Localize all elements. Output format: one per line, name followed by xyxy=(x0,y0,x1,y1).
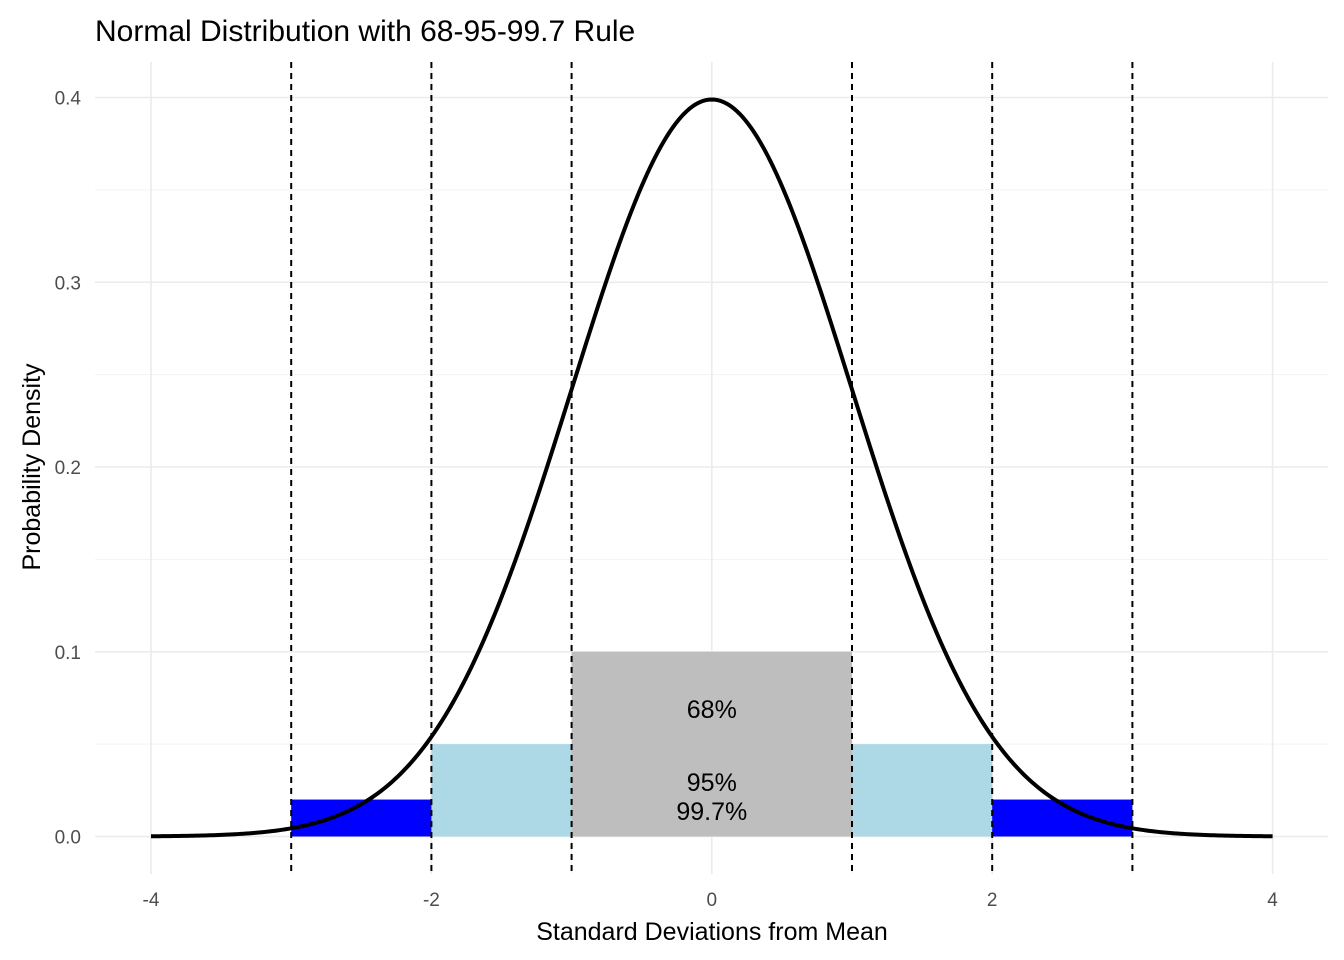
y-tick-label: 0.0 xyxy=(55,828,81,849)
x-tick-label: -2 xyxy=(423,890,440,911)
band-label: 99.7% xyxy=(676,798,747,826)
band-68 xyxy=(571,651,852,837)
density-curve xyxy=(150,97,1273,839)
y-tick-label: 0.2 xyxy=(55,458,81,479)
y-tick-label: 0.1 xyxy=(55,643,81,664)
x-tick-label: 4 xyxy=(1267,890,1278,911)
x-tick-label: -4 xyxy=(143,890,160,911)
x-tick-label: 0 xyxy=(707,890,718,911)
x-tick-label: 2 xyxy=(987,890,998,911)
band-labels: 99.7%95% 68% xyxy=(676,696,747,826)
band-label: 68% xyxy=(687,696,737,724)
density-curve-group xyxy=(150,97,1273,839)
band-label: 95% xyxy=(687,769,737,797)
y-tick-label: 0.4 xyxy=(55,89,82,110)
ticks: -4 -2 0 2 4 0.0 0.1 0.2 0.3 0.4 xyxy=(55,89,1279,912)
y-axis-title: Probability Density xyxy=(18,363,46,571)
chart-title: Normal Distribution with 68-95-99.7 Rule xyxy=(95,15,635,48)
y-tick-label: 0.3 xyxy=(55,273,81,294)
bands xyxy=(291,651,1133,837)
x-axis-title: Standard Deviations from Mean xyxy=(536,918,888,946)
